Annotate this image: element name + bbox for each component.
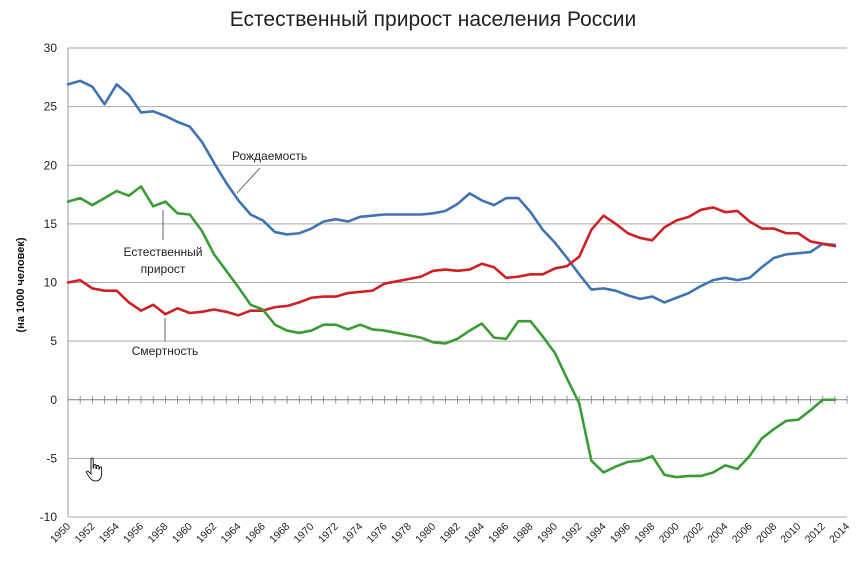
chart-title: Естественный прирост населения России <box>229 8 637 31</box>
annotations: Рождаемость Естественный прирост Смертность <box>124 149 308 358</box>
annotation-birth-rate: Рождаемость <box>232 149 307 163</box>
x-tick-label: 1986 <box>486 521 511 546</box>
x-tick-label: 1990 <box>535 521 560 546</box>
x-tick-label: 1996 <box>608 521 633 546</box>
x-tick-label: 1960 <box>170 521 195 546</box>
x-tick-label: 1970 <box>292 521 317 546</box>
x-tick-label: 2014 <box>827 521 852 546</box>
x-tick-label: 2000 <box>657 521 682 546</box>
y-tick-label: 25 <box>44 100 58 114</box>
x-tick-label: 1952 <box>72 521 97 546</box>
x-tick-label: 2008 <box>754 521 779 546</box>
x-tick-label: 1988 <box>511 521 536 546</box>
x-tick-label: 1972 <box>316 521 341 546</box>
y-tick-label: 0 <box>50 393 57 407</box>
x-tick-label: 1994 <box>584 521 609 546</box>
x-tick-label: 2002 <box>681 521 706 546</box>
y-tick-label: 5 <box>50 334 57 348</box>
x-tick-label: 1958 <box>145 521 170 546</box>
grid-lines <box>68 47 847 518</box>
x-tick-label: 1980 <box>413 521 438 546</box>
x-tick-label: 2012 <box>803 521 828 546</box>
x-tick-label: 1964 <box>219 521 244 546</box>
y-tick-label: 10 <box>44 276 58 290</box>
x-tick-label: 1974 <box>340 521 365 546</box>
x-tick-label: 2006 <box>730 521 755 546</box>
x-tick-label: 1956 <box>121 521 146 546</box>
x-tick-label: 1992 <box>559 521 584 546</box>
y-axis-label: (на 1000 человек) <box>15 237 27 332</box>
y-tick-label: 30 <box>44 41 58 55</box>
x-tick-label: 2004 <box>705 521 730 546</box>
y-tick-label: -5 <box>46 451 57 465</box>
x-tick-label: 1968 <box>267 521 292 546</box>
x-tick-label: 1976 <box>365 521 390 546</box>
x-tick-label: 1984 <box>462 521 487 546</box>
series-line-natural-increase <box>66 185 837 479</box>
series-line-death-rate <box>66 206 837 317</box>
y-tick-label: -10 <box>40 510 58 524</box>
hand-cursor-icon <box>85 457 103 482</box>
x-tick-label: 1998 <box>632 521 657 546</box>
annotation-natural-increase-line2: прирост <box>141 262 186 276</box>
y-tick-label: 15 <box>44 217 58 231</box>
x-tick-label: 1950 <box>48 521 73 546</box>
x-tick-label: 2010 <box>778 521 803 546</box>
annotation-death-rate: Смертность <box>132 344 199 358</box>
series-lines <box>66 79 837 479</box>
x-tick-label: 1978 <box>389 521 414 546</box>
x-tick-label: 1966 <box>243 521 268 546</box>
series-line-birth-rate <box>66 79 837 304</box>
y-tick-label: 20 <box>44 158 58 172</box>
x-tick-label: 1982 <box>438 521 463 546</box>
x-tick-label: 1962 <box>194 521 219 546</box>
annotation-natural-increase-line1: Естественный <box>124 245 203 259</box>
series-points-natural-increase <box>67 185 836 478</box>
x-tick-label: 1954 <box>97 521 122 546</box>
annotation-leader <box>236 167 261 194</box>
